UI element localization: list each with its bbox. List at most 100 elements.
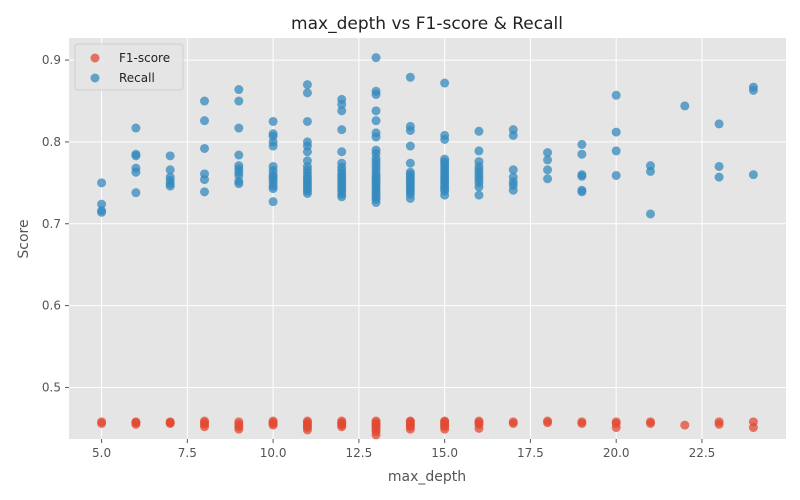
f1-score-point [302,416,312,426]
recall-point [337,125,347,135]
recall-point [234,85,244,95]
plot-background [69,38,786,439]
recall-point [577,149,587,159]
recall-point [714,172,724,182]
recall-point [680,101,690,111]
recall-point [268,184,278,194]
recall-point [645,209,655,219]
recall-point [440,134,450,144]
y-tick-label: 0.8 [42,135,61,149]
recall-point [302,147,312,157]
y-axis-label: Score [16,219,32,258]
recall-point [97,178,107,188]
legend-marker-recall [90,73,100,83]
f1-score-point [405,416,415,426]
recall-point [234,150,244,160]
recall-point [474,190,484,200]
recall-point [268,141,278,151]
x-axis-ticks: 5.0 7.5 10.0 12.5 15.0 17.5 20.0 22.5 [92,439,715,460]
recall-point [371,89,381,99]
f1-score-point [748,417,758,427]
legend-box [74,43,184,91]
recall-point [131,151,141,161]
recall-point [405,158,415,168]
f1-score-point [714,417,724,427]
recall-point [234,96,244,106]
y-tick-label: 0.6 [42,299,61,313]
f1-score-point [97,417,107,427]
y-tick-label: 0.7 [42,217,61,231]
recall-point [131,123,141,133]
recall-point [200,143,210,153]
recall-point [268,116,278,126]
f1-score-point [611,417,621,427]
recall-point [97,199,107,209]
recall-point [371,132,381,142]
recall-point [405,72,415,82]
x-tick-label: 12.5 [346,446,373,460]
recall-point [543,165,553,175]
legend-label-recall: Recall [119,71,155,85]
f1-score-point [131,417,141,427]
recall-point [165,151,175,161]
recall-point [440,78,450,88]
recall-point [748,170,758,180]
recall-point [234,123,244,133]
recall-point [337,192,347,202]
y-tick-label: 0.5 [42,380,61,394]
recall-point [577,171,587,181]
recall-point [577,139,587,149]
recall-point [337,106,347,116]
x-tick-label: 7.5 [178,446,197,460]
recall-point [371,116,381,126]
recall-point [131,167,141,177]
recall-point [268,197,278,207]
chart-title: max_depth vs F1-score & Recall [291,14,563,34]
f1-score-point [543,416,553,426]
recall-point [611,146,621,156]
x-tick-label: 17.5 [517,446,544,460]
f1-score-points [97,416,758,440]
f1-score-point [234,417,244,427]
recall-point [302,80,312,90]
recall-point [474,182,484,192]
recall-point [165,165,175,175]
recall-point [97,207,107,217]
recall-point [405,125,415,135]
recall-point [440,190,450,200]
f1-score-point [577,417,587,427]
recall-point [611,90,621,100]
f1-score-point [165,418,175,428]
recall-point [337,147,347,157]
f1-score-point [645,417,655,427]
recall-point [131,188,141,198]
recall-point [543,148,553,158]
recall-point [337,99,347,109]
legend-marker-f1-score [90,53,100,63]
recall-point [302,188,312,198]
recall-point [302,116,312,126]
grid [69,38,786,439]
x-tick-label: 10.0 [260,446,287,460]
recall-point [508,130,518,140]
recall-points [97,53,758,219]
f1-score-point [680,420,690,430]
recall-point [577,187,587,197]
f1-score-point [508,417,518,427]
recall-point [714,119,724,129]
recall-point [748,85,758,95]
recall-point [405,193,415,203]
recall-point [234,179,244,189]
y-tick-label: 0.9 [42,53,61,67]
f1-score-point [440,416,450,426]
f1-score-point [371,416,381,426]
f1-score-point [474,416,484,426]
f1-score-point [337,416,347,426]
x-tick-label: 22.5 [689,446,716,460]
recall-point [200,175,210,185]
recall-point [611,127,621,137]
x-axis-label: max_depth [388,469,466,485]
recall-point [200,116,210,126]
recall-point [611,170,621,180]
